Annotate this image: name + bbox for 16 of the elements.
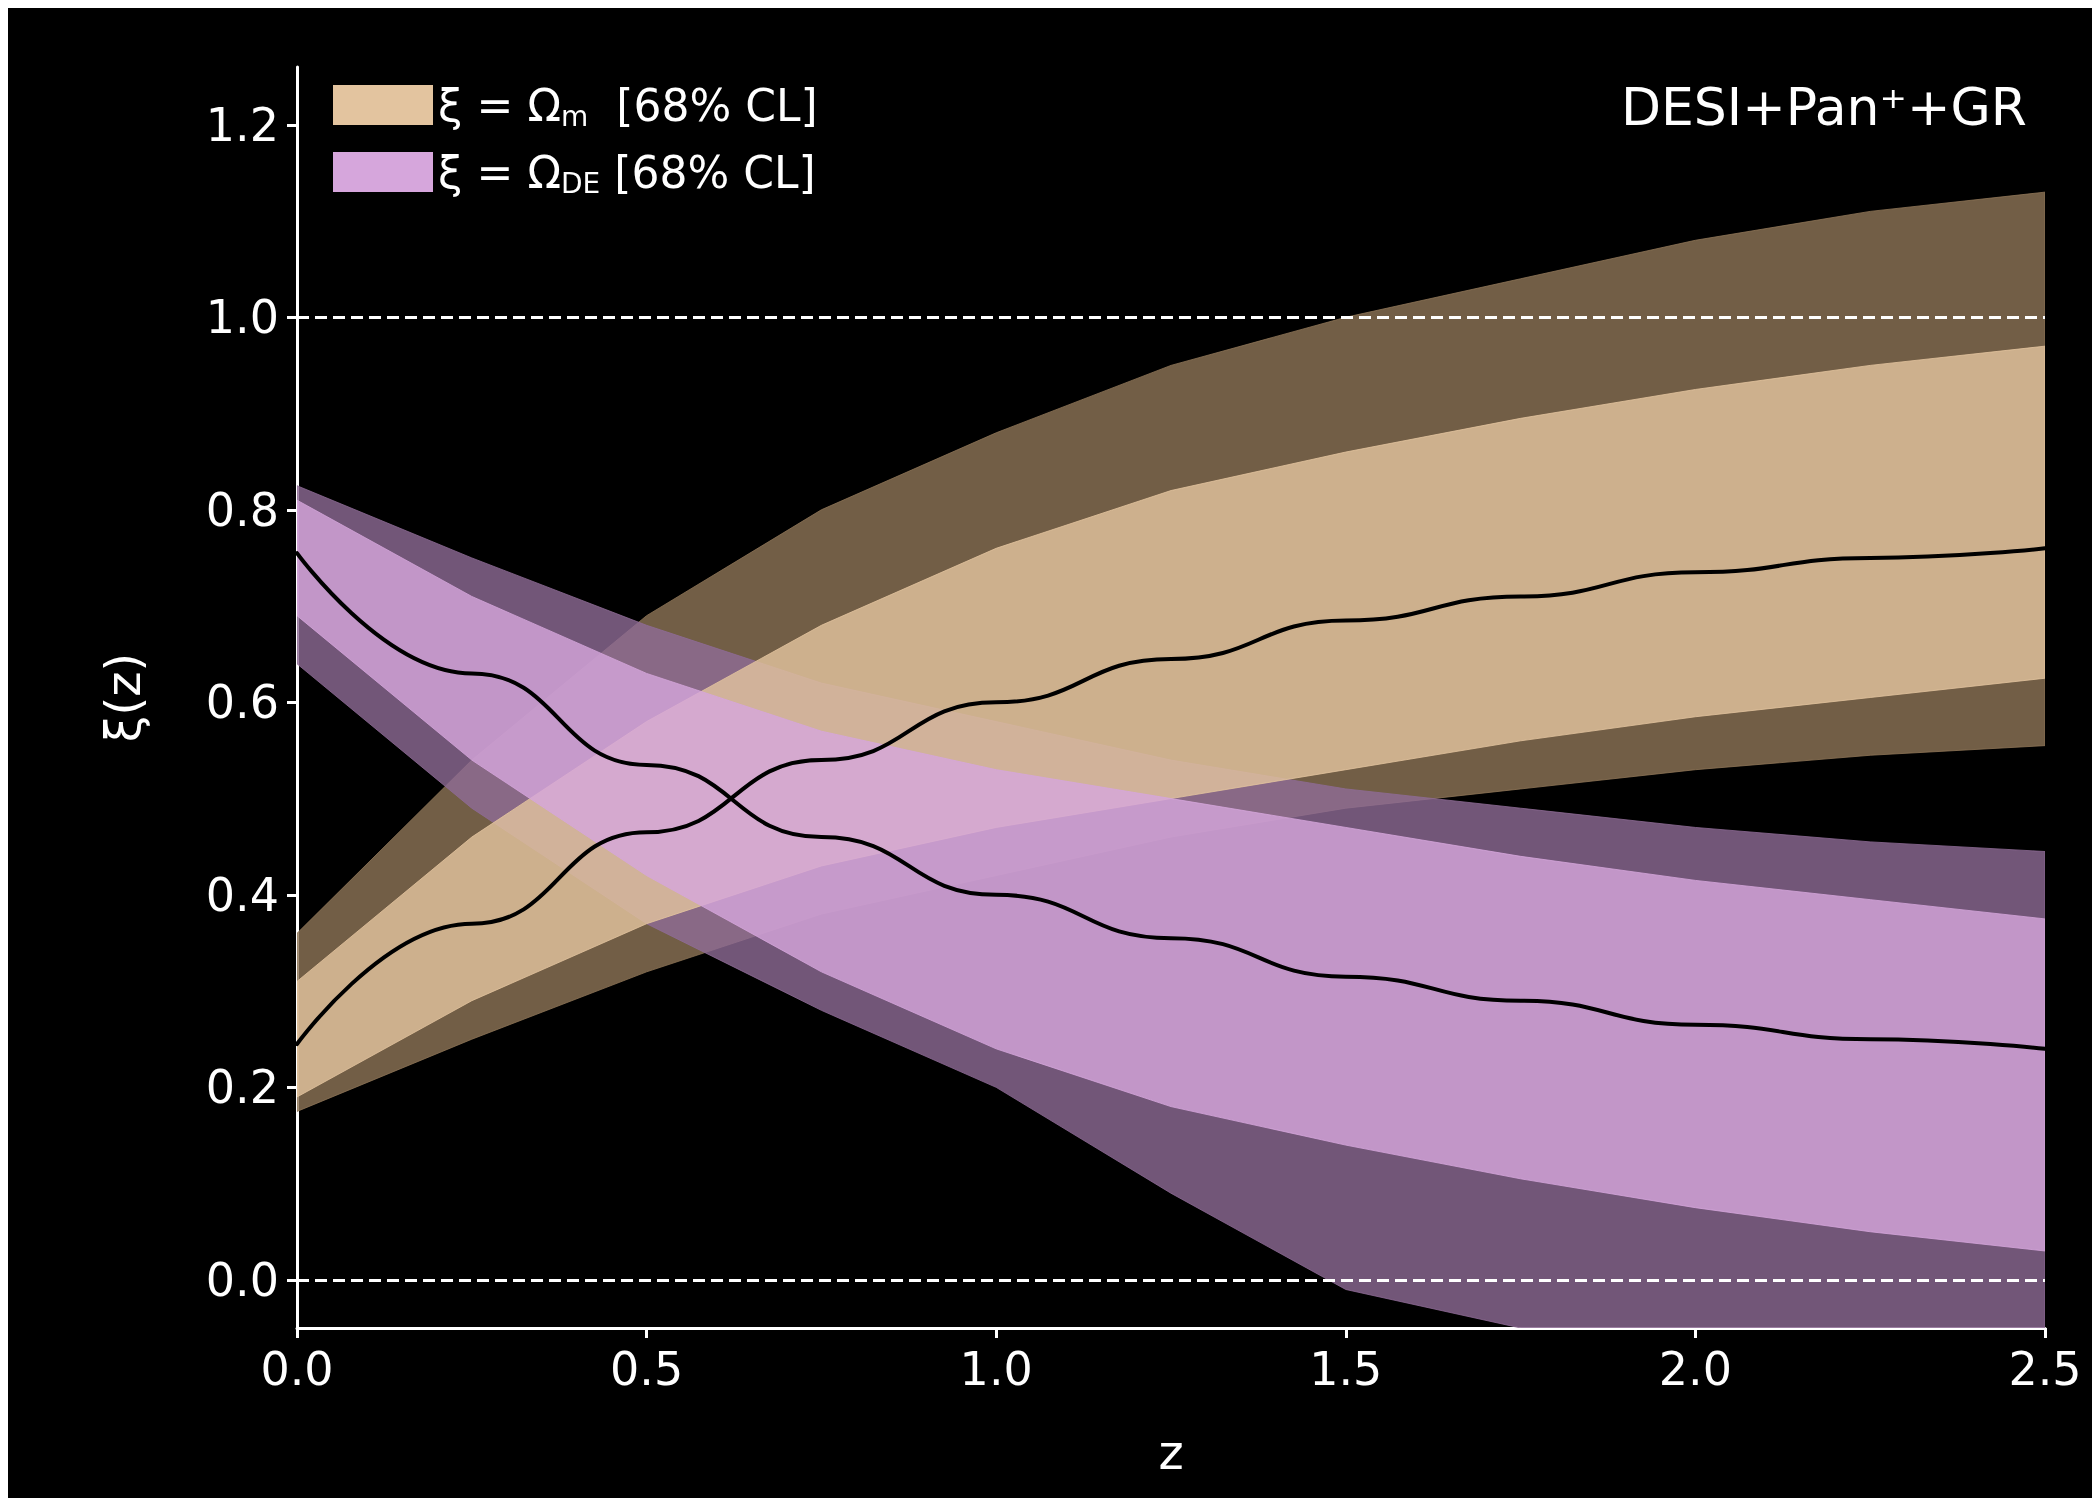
y-tick-label: 0.4 <box>205 867 279 922</box>
y-tick-label: 0.8 <box>205 482 279 537</box>
x-tick-label: 2.5 <box>2008 1342 2082 1396</box>
chart-title: DESI+Pan⁺+GR <box>1620 77 2028 137</box>
x-axis-title: z <box>1158 1424 1184 1480</box>
y-tick-label: 0.2 <box>205 1060 279 1115</box>
y-tick-label: 1.2 <box>205 97 279 152</box>
y-axis-title: ξ(z) <box>95 652 151 743</box>
x-tick-label: 2.0 <box>1658 1342 1732 1396</box>
x-tick-label: 1.5 <box>1309 1342 1383 1396</box>
x-tick-label: 0.0 <box>260 1342 334 1396</box>
x-tick-label: 0.5 <box>610 1342 684 1396</box>
y-tick-label: 0.0 <box>205 1252 279 1307</box>
x-tick-label: 1.0 <box>959 1342 1033 1396</box>
y-tick-label: 1.0 <box>205 290 279 345</box>
y-tick-label: 0.6 <box>205 675 279 730</box>
